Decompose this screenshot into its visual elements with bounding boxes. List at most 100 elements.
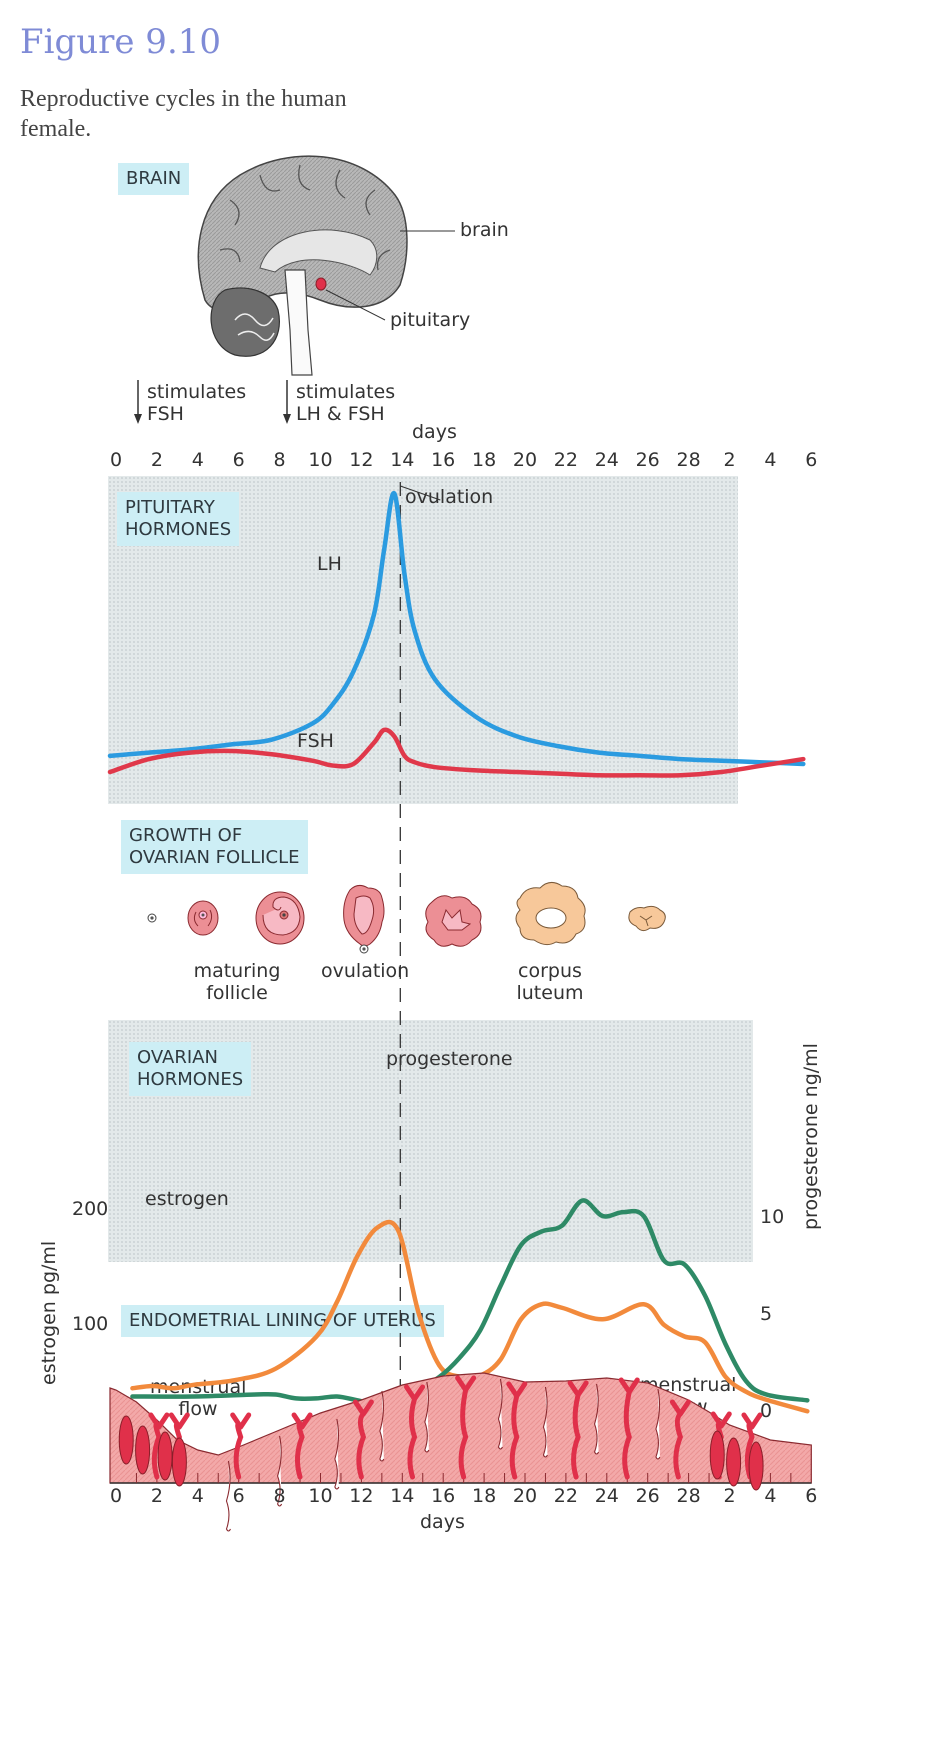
bottom-day-tick-label: 20 [512,1485,538,1507]
ovulation-follicle-caption: ovulation [321,960,410,982]
follicle-stage-3 [255,891,305,945]
stimulates-fsh-text: stimulates FSH [147,381,247,425]
spiral-artery [618,1377,640,1480]
follicle-panel-label: GROWTH OF OVARIAN FOLLICLE [121,820,308,874]
gland-gap [225,1460,231,1532]
top-day-tick-label: 26 [635,449,660,471]
top-day-tick-label: 24 [594,449,619,471]
gland-gap [655,1388,661,1460]
gland-gap [277,1435,283,1507]
ovulation-label: ovulation [405,486,494,508]
cerebellum-arbor [234,313,275,341]
menstrual-blood-blob [118,1415,134,1465]
estrogen-series-label: estrogen [145,1188,229,1210]
spiral-artery [291,1412,313,1480]
top-day-tick-label: 12 [349,449,374,471]
bottom-day-tick-label: 8 [273,1485,286,1507]
menstrual-blood-blob [748,1441,764,1491]
top-day-tick-label: 28 [676,449,701,471]
menstrual-blood-blob [709,1430,725,1480]
gland-gap [497,1378,503,1450]
top-day-tick-label: 18 [472,449,497,471]
stimulates-lh-fsh-text: stimulates LH & FSH [296,381,396,425]
menstrual-blood-blob [135,1425,151,1475]
corpus-albicans [628,905,666,932]
top-day-tick-label: 6 [232,449,245,471]
top-day-tick-label: 6 [805,449,818,471]
gland-gap [542,1386,548,1458]
progesterone-line [130,1198,810,1407]
bottom-axis-title: days [420,1511,465,1533]
bottom-day-tick-label: 18 [472,1485,497,1507]
fsh-line [107,727,806,778]
brainstem-shape [284,269,313,376]
estrogen-axis-tick: 200 [72,1198,109,1220]
follicle-stage-ovulation [343,884,385,954]
arrow-head-icon [283,414,291,424]
ovulation-callout-line [400,485,441,501]
bottom-day-tick-label: 2 [150,1485,163,1507]
ovarian-panel-label: OVARIAN HORMONES [129,1042,252,1096]
bottom-day-tick-label: 14 [390,1485,415,1507]
gland-gap [593,1383,600,1455]
bottom-day-tick-label: 26 [635,1485,660,1507]
pituitary-panel-label: PITUITARY HORMONES [117,492,240,546]
menstrual-blood-blob [726,1437,742,1487]
pituitary-callout-text: pituitary [390,309,471,331]
spiral-artery [352,1399,374,1480]
gland-gap [379,1390,385,1462]
estrogen-axis-tick: 100 [72,1313,109,1335]
gland-gap [424,1381,430,1453]
top-day-tick-label: 20 [512,449,538,471]
top-day-tick-label: 8 [273,449,286,471]
follicle-stage-2 [187,900,219,936]
spiral-artery [230,1412,252,1480]
top-axis-title: days [412,421,457,443]
top-day-tick-label: 2 [723,449,736,471]
top-day-tick-label: 2 [150,449,163,471]
bottom-day-tick-label: 10 [308,1485,333,1507]
brain-callout-text: brain [460,219,509,241]
arrow-head-icon [134,414,142,424]
follicle-stage-early-luteum [425,895,482,947]
figure-title: Figure 9.10 [20,22,222,62]
spiral-artery [669,1399,691,1480]
spiral-artery [506,1381,528,1480]
corpus-callosum-shape [259,229,378,276]
brain-section-label: BRAIN [118,163,190,195]
brain-folds [219,164,391,271]
spiral-artery [404,1384,426,1480]
top-day-tick-label: 0 [109,449,123,471]
pituitary-gland [315,277,327,291]
corpus-luteum [515,882,586,946]
uterus-panel-label: ENDOMETRIAL LINING OF UTERUS [121,1305,444,1337]
lh-series-label: LH [317,553,342,575]
progesterone-axis-tick: 10 [760,1206,785,1228]
bottom-day-tick-label: 24 [594,1485,619,1507]
bottom-day-tick-label: 16 [431,1485,456,1507]
progesterone-axis-tick: 0 [760,1400,773,1422]
progesterone-series-label: progesterone [386,1048,513,1070]
spiral-artery [741,1412,763,1480]
menstrual-blood-blob [157,1431,173,1481]
bottom-day-tick-label: 6 [232,1485,245,1507]
top-day-tick-label: 14 [390,449,415,471]
menstrual-blood-blob [171,1437,187,1487]
top-day-tick-label: 16 [431,449,456,471]
fsh-series-label: FSH [297,730,334,752]
top-day-tick-label: 4 [764,449,777,471]
bottom-day-tick-label: 4 [764,1485,777,1507]
bottom-day-tick-label: 22 [553,1485,578,1507]
spiral-artery [148,1412,170,1480]
top-day-tick-label: 4 [191,449,204,471]
bottom-day-tick-label: 0 [109,1485,123,1507]
lh-line [107,491,806,767]
spiral-artery [567,1380,589,1480]
follicle-stage-1 [147,913,157,923]
bottom-day-tick-label: 2 [723,1485,736,1507]
gland-gap [334,1418,340,1490]
figure-caption: Reproductive cycles in the human female. [20,86,347,142]
progesterone-axis-tick: 5 [760,1303,773,1325]
